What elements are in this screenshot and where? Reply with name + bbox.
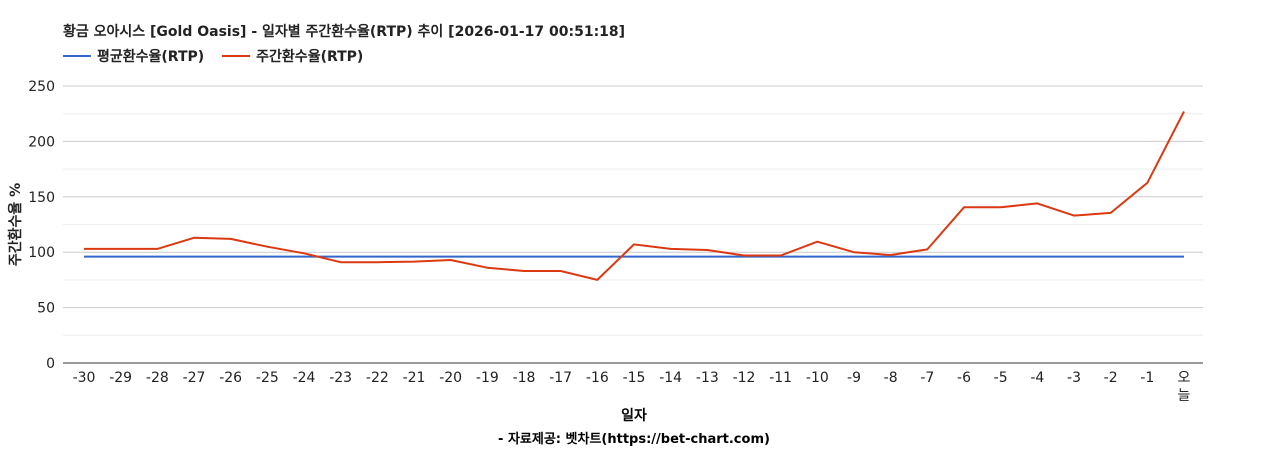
y-tick-label: 250 xyxy=(28,79,55,95)
legend-item-average[interactable]: 평균환수율(RTP) xyxy=(63,46,204,66)
legend-item-weekly[interactable]: 주간환수율(RTP) xyxy=(222,46,363,66)
x-tick-label: -27 xyxy=(183,370,206,386)
x-tick-label: -13 xyxy=(696,370,719,386)
x-tick-label: -28 xyxy=(146,370,169,386)
x-tick-label: -15 xyxy=(623,370,646,386)
x-tick-label: -9 xyxy=(847,370,861,386)
x-tick-label: -29 xyxy=(109,370,132,386)
y-tick-label: 100 xyxy=(28,245,55,261)
y-tick-label: 150 xyxy=(28,190,55,206)
y-tick-label: 0 xyxy=(46,356,55,372)
x-tick-label: -14 xyxy=(659,370,682,386)
x-tick-label: -23 xyxy=(329,370,352,386)
x-tick-label: -17 xyxy=(549,370,572,386)
x-tick-label: -25 xyxy=(256,370,279,386)
legend-swatch-weekly xyxy=(222,55,251,57)
x-tick-label: -19 xyxy=(476,370,499,386)
x-tick-label: -22 xyxy=(366,370,389,386)
x-tick-label-cont: 늘 xyxy=(1178,388,1191,404)
y-tick-label: 50 xyxy=(37,301,55,317)
legend-label-weekly: 주간환수율(RTP) xyxy=(256,49,364,65)
x-tick-label: -11 xyxy=(769,370,792,386)
x-tick-label: -8 xyxy=(884,370,898,386)
legend: 평균환수율(RTP) 주간환수율(RTP) xyxy=(63,46,381,66)
x-tick-label: -10 xyxy=(806,370,829,386)
x-tick-label: 오 xyxy=(1178,370,1191,386)
x-tick-label: -1 xyxy=(1140,370,1154,386)
source-credit: - 자료제공: 벳차트(https://bet-chart.com) xyxy=(498,432,770,447)
legend-swatch-average xyxy=(63,55,91,57)
x-tick-label: -21 xyxy=(403,370,426,386)
x-tick-label: -7 xyxy=(920,370,934,386)
x-axis-label: 일자 xyxy=(621,408,647,424)
x-tick-label: -3 xyxy=(1067,370,1081,386)
x-tick-label: -30 xyxy=(73,370,96,386)
x-tick-label: -26 xyxy=(219,370,242,386)
x-tick-label: -24 xyxy=(293,370,316,386)
series-line-weekly xyxy=(84,111,1185,281)
x-tick-label: -5 xyxy=(994,370,1008,386)
y-axis-label: 주간환수율 % xyxy=(7,183,24,266)
x-tick-label: -20 xyxy=(439,370,462,386)
x-tick-label: -12 xyxy=(733,370,756,386)
x-tick-label: -6 xyxy=(957,370,971,386)
y-tick-label: 200 xyxy=(28,134,55,150)
x-tick-label: -4 xyxy=(1030,370,1044,386)
legend-label-average: 평균환수율(RTP) xyxy=(97,49,205,65)
x-tick-label: -2 xyxy=(1104,370,1118,386)
chart-title: 황금 오아시스 [Gold Oasis] - 일자별 주간환수율(RTP) 추이… xyxy=(63,24,626,40)
x-tick-label: -18 xyxy=(513,370,536,386)
x-tick-label: -16 xyxy=(586,370,609,386)
